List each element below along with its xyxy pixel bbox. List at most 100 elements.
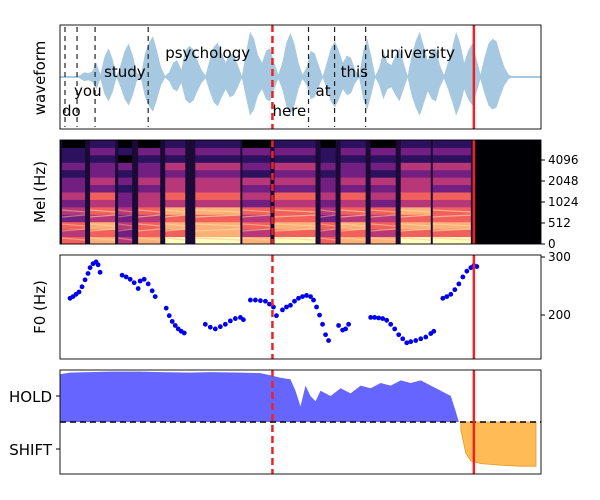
f0-point: [152, 294, 158, 299]
f0-point: [166, 313, 172, 319]
mel-cell: [320, 214, 336, 223]
mel-ytick-label: 512: [548, 216, 571, 230]
mel-cell: [432, 140, 471, 148]
mel-plot: [60, 140, 541, 245]
f0-point: [300, 294, 305, 299]
mel-harmonic: [320, 209, 336, 213]
turn-panel: HOLD SHIFT: [9, 369, 542, 475]
mel-cell: [62, 214, 86, 223]
mel-cell: [138, 169, 161, 178]
mel-cell: [370, 147, 396, 156]
f0-point: [274, 313, 279, 319]
mel-cell: [62, 184, 86, 193]
f0-point: [317, 312, 322, 318]
turn-yticks: HOLD SHIFT: [9, 388, 60, 459]
mel-cell: [165, 199, 186, 208]
mel-cell: [118, 192, 133, 200]
mel-cell: [62, 147, 86, 156]
mel-cell: [400, 177, 431, 186]
mel-cell: [274, 192, 316, 200]
shift-ytick-label: SHIFT: [9, 441, 53, 459]
mel-harmonic: [370, 223, 396, 227]
mel-cell: [340, 169, 366, 178]
mel-cell: [432, 169, 471, 178]
mel-cell: [340, 221, 366, 230]
mel-cell: [90, 214, 116, 223]
mel-cell: [320, 229, 336, 238]
mel-cell: [320, 206, 336, 215]
f0-point: [76, 289, 82, 295]
f0-point: [181, 330, 187, 336]
mel-cell: [165, 192, 186, 200]
mel-cell: [400, 221, 431, 230]
f0-point: [149, 288, 155, 294]
mel-cell: [340, 184, 366, 193]
mel-harmonic: [165, 209, 186, 213]
mel-cell: [432, 184, 471, 193]
mel-cell: [320, 221, 336, 230]
mel-cell: [400, 162, 431, 171]
mel-harmonic: [400, 228, 431, 232]
mel-cell: [90, 140, 116, 148]
mel-cell: [195, 140, 241, 148]
mel-cell: [370, 214, 396, 223]
f0-point: [452, 287, 458, 293]
mel-cell: [90, 199, 116, 208]
f0-point: [247, 297, 253, 303]
mel-cell: [274, 184, 316, 193]
mel-harmonic: [320, 214, 336, 218]
mel-cell: [165, 184, 186, 193]
mel-cell: [195, 199, 241, 208]
mel-cell: [195, 154, 241, 163]
mel-cell: [340, 140, 366, 148]
f0-point: [326, 338, 331, 343]
f0-point: [212, 326, 218, 332]
mel-harmonic: [370, 228, 396, 232]
mel-cell: [242, 236, 271, 245]
f0-panel: F0 (Hz) 300 200: [31, 250, 571, 360]
word-label: you: [74, 82, 102, 100]
f0-point: [368, 315, 374, 320]
mel-cell: [90, 221, 116, 230]
mel-cell: [242, 169, 271, 178]
f0-ytick-label: 300: [548, 250, 571, 264]
mel-harmonic: [118, 209, 133, 213]
mel-harmonic: [118, 228, 133, 232]
mel-cell: [118, 154, 133, 163]
f0-point: [267, 301, 272, 307]
mel-cell: [274, 236, 316, 245]
mel-cell: [138, 147, 161, 156]
f0-point: [87, 265, 93, 271]
mel-cell: [90, 147, 116, 156]
mel-cell: [195, 147, 241, 156]
f0-point: [145, 281, 151, 287]
f0-point: [346, 321, 351, 327]
mel-cell: [370, 221, 396, 230]
mel-ytick-label: 4096: [548, 153, 579, 167]
mel-cell: [195, 184, 241, 193]
mel-harmonic: [61, 223, 86, 227]
word-label: at: [316, 82, 331, 100]
f0-point: [460, 274, 466, 280]
f0-point: [372, 315, 378, 320]
mel-harmonic: [195, 209, 241, 213]
f0-point: [308, 294, 313, 299]
mel-cell: [370, 236, 396, 245]
mel-cell: [432, 162, 471, 171]
mel-cell: [242, 229, 271, 238]
f0-point: [119, 272, 125, 278]
mel-harmonic: [138, 237, 161, 241]
mel-cell: [400, 169, 431, 178]
mel-harmonic: [90, 223, 116, 227]
mel-cell: [320, 169, 336, 178]
mel-harmonic: [432, 237, 471, 241]
mel-cell: [400, 229, 431, 238]
f0-point: [418, 336, 424, 342]
mel-cell: [90, 177, 116, 186]
f0-point: [227, 318, 233, 324]
mel-harmonic: [340, 214, 366, 218]
mel-cell: [195, 192, 241, 200]
f0-point: [131, 280, 137, 286]
mel-cell: [274, 214, 316, 223]
mel-cell: [90, 184, 116, 193]
